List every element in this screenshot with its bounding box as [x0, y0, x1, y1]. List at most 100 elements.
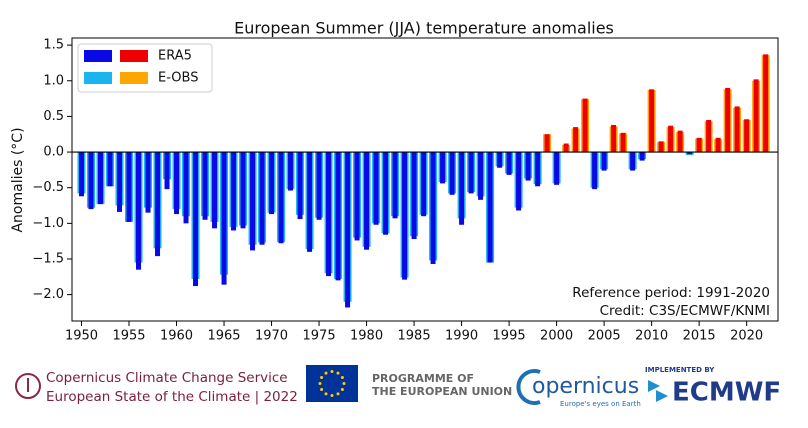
plot: −2.0 −1.5 −1.0 −0.5 0.0 0.5 1.0 1.5 1950 1955 1960… [32, 38, 778, 344]
bar [411, 152, 417, 240]
bar [402, 152, 408, 280]
bar [677, 130, 683, 153]
x-tick-label: 1985 [398, 329, 431, 344]
x-tick-label: 2015 [683, 329, 716, 344]
bar [440, 152, 446, 184]
eu-star [320, 388, 324, 391]
bar [335, 152, 341, 281]
bar [383, 152, 389, 235]
eu-star [336, 371, 340, 375]
y-axis-label: Anomalies (°C) [10, 127, 26, 232]
ecmwf-top: IMPLEMENTED BY [645, 366, 715, 374]
bar [601, 152, 607, 171]
bar [668, 125, 674, 153]
eu-star [342, 382, 346, 385]
bar [98, 152, 104, 205]
bar [753, 79, 759, 153]
bar [136, 152, 142, 270]
bar [79, 152, 85, 197]
bar [516, 152, 522, 211]
annotation: Reference period: 1991-2020 [572, 285, 770, 301]
bar [487, 152, 493, 263]
y-tick-label: −1.0 [32, 216, 64, 231]
bar [535, 152, 541, 187]
x-tick-label: 1975 [303, 329, 336, 344]
bar [88, 152, 94, 210]
bar [326, 152, 332, 277]
bar [658, 141, 664, 153]
c3s-logo [15, 373, 41, 399]
y-tick-label: 1.0 [43, 73, 64, 88]
legend: ERA5 E-OBS [77, 43, 213, 93]
ecmwf-logo [648, 380, 668, 402]
bar [554, 152, 560, 185]
bar [145, 152, 151, 213]
bar [478, 152, 484, 200]
x-tick-label: 1955 [112, 329, 145, 344]
legend-label: ERA5 [158, 49, 192, 64]
eu-text: PROGRAMME OF [372, 372, 474, 385]
bar [525, 152, 531, 181]
eu-star [336, 392, 340, 396]
y-tick-label: −1.5 [32, 251, 64, 266]
bar [715, 137, 721, 153]
bar [573, 127, 579, 153]
bar [183, 152, 189, 224]
c3s-name: Copernicus Climate Change Service [46, 370, 288, 386]
bar [582, 98, 588, 153]
bar [744, 119, 750, 153]
eu-star [318, 382, 322, 385]
bar [278, 152, 284, 244]
bar [202, 152, 208, 220]
bar [174, 152, 180, 215]
annotation: Credit: C3S/ECMWF/KNMI [600, 303, 770, 319]
bar [193, 152, 199, 287]
bar [687, 152, 693, 155]
bar [468, 152, 474, 194]
bar [421, 152, 427, 217]
bar [630, 152, 636, 171]
eu-stars [318, 370, 346, 397]
x-tick-label: 2000 [540, 329, 573, 344]
eu-star [324, 371, 328, 375]
bar [506, 152, 512, 175]
bar [231, 152, 237, 231]
bar [373, 152, 379, 225]
bar [725, 87, 731, 153]
y-tick-label: −2.0 [32, 287, 64, 302]
bar [592, 152, 598, 190]
bar [240, 152, 246, 229]
legend-swatch [84, 72, 112, 84]
bar [649, 89, 655, 153]
eu-star [324, 392, 328, 396]
eu-star [330, 394, 334, 397]
bar [497, 152, 503, 168]
bar [706, 119, 712, 153]
y-tick-label: −0.5 [32, 180, 64, 195]
x-tick-label: 1990 [445, 329, 478, 344]
y-tick-label: 1.5 [43, 38, 64, 53]
c3s-subtitle: European State of the Climate | 2022 [46, 389, 298, 405]
y-tick-label: 0.5 [43, 109, 64, 124]
x-tick-label: 2020 [730, 329, 763, 344]
bar [763, 54, 769, 153]
bar [620, 132, 626, 153]
x-tick-label: 1965 [207, 329, 240, 344]
bar [354, 152, 360, 241]
bar [563, 143, 569, 153]
legend-swatch [120, 50, 148, 62]
bar [345, 152, 351, 308]
bar [611, 124, 617, 153]
x-tick-label: 1960 [160, 329, 193, 344]
bar [288, 152, 294, 191]
bar [544, 134, 550, 153]
bar [259, 152, 265, 245]
footer: Copernicus Climate Change Service Europe… [15, 365, 781, 408]
bar [307, 152, 313, 252]
bar [221, 152, 227, 285]
bar [297, 152, 303, 220]
legend-swatch [84, 50, 112, 62]
x-tick-label: 1970 [255, 329, 288, 344]
x-tick-label: 1995 [493, 329, 526, 344]
